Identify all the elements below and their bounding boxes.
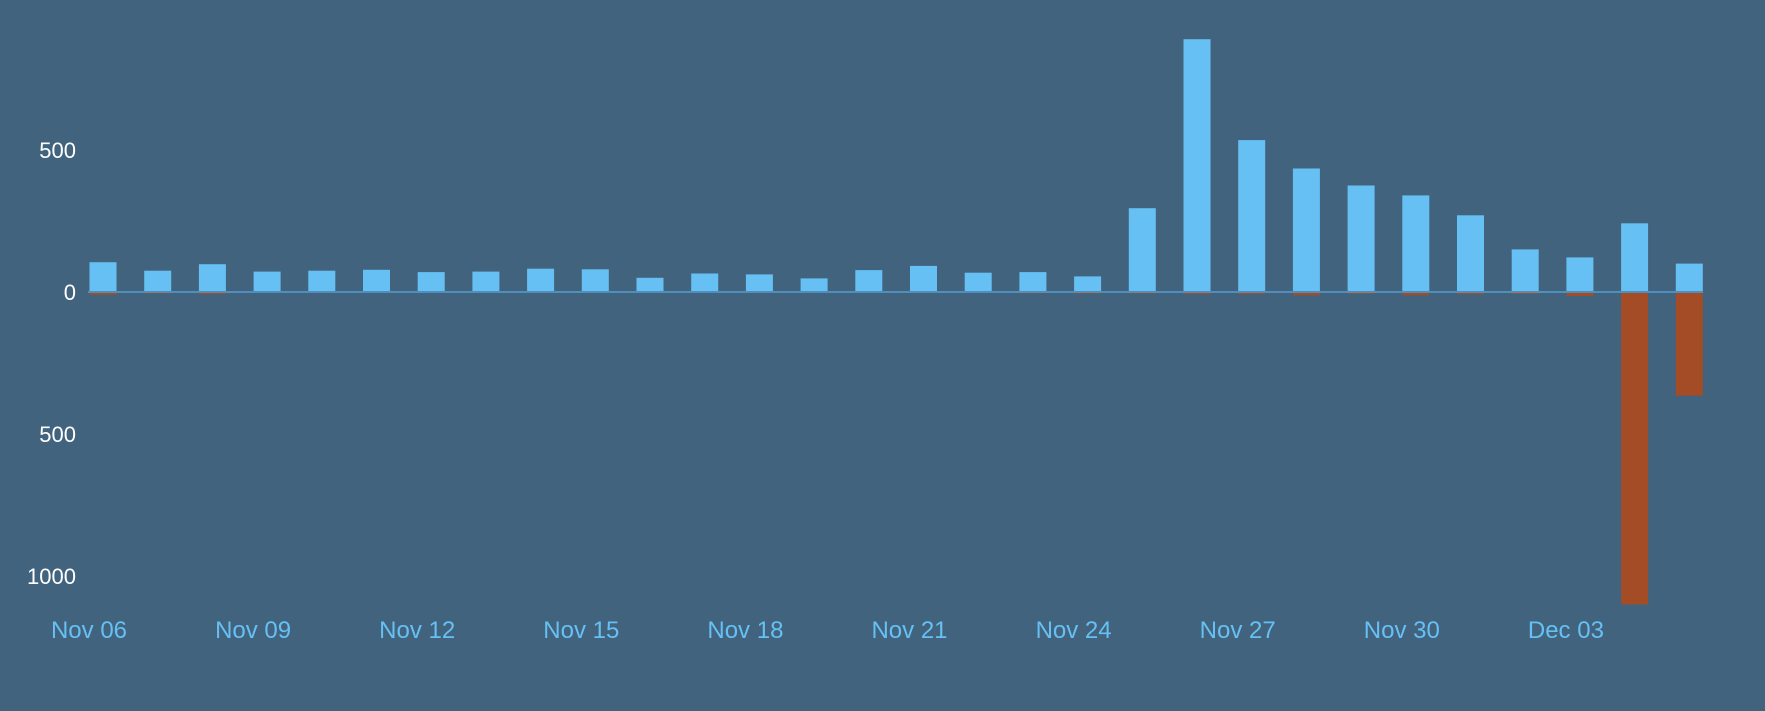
- bars-layer: [89, 39, 1703, 605]
- y-tick-label: 1000: [27, 564, 76, 589]
- positive-bar-nov-15: [581, 269, 609, 292]
- y-axis: 500 0 500 1000: [27, 138, 76, 589]
- positive-bar-nov-17: [691, 273, 719, 292]
- x-tick-label: Nov 24: [1036, 617, 1112, 644]
- x-tick-label: Dec 03: [1528, 617, 1604, 644]
- x-tick-label: Nov 12: [379, 617, 455, 644]
- negative-bar-dec-03: [1566, 292, 1594, 296]
- negative-bar-nov-06: [89, 292, 117, 295]
- positive-bar-nov-09: [253, 271, 281, 292]
- positive-bar-nov-11: [363, 269, 390, 292]
- positive-bar-nov-24: [1074, 276, 1102, 292]
- positive-bar-dec-01: [1457, 215, 1484, 292]
- x-tick-label: Nov 15: [543, 617, 619, 644]
- positive-bar-nov-22: [964, 272, 992, 292]
- negative-bar-nov-28: [1292, 292, 1320, 296]
- positive-bar-nov-19: [800, 278, 828, 292]
- positive-bar-nov-27: [1238, 140, 1266, 292]
- positive-bar-dec-03: [1566, 257, 1594, 292]
- negative-bar-dec-04: [1621, 292, 1649, 605]
- positive-bar-nov-29: [1347, 185, 1375, 292]
- positive-bar-nov-10: [308, 270, 336, 292]
- x-tick-label: Nov 21: [871, 617, 947, 644]
- positive-bar-nov-06: [89, 262, 117, 292]
- x-tick-label: Nov 30: [1364, 617, 1440, 644]
- positive-bar-nov-21: [910, 265, 937, 292]
- positive-bar-nov-23: [1019, 272, 1047, 292]
- negative-bar-nov-27: [1238, 292, 1266, 295]
- x-axis: Nov 06 Nov 09 Nov 12 Nov 15 Nov 18 Nov 21 Nov …: [51, 617, 1604, 644]
- positive-bar-nov-30: [1402, 195, 1430, 292]
- positive-bar-nov-16: [636, 277, 664, 292]
- positive-bar-dec-05: [1675, 263, 1703, 292]
- positive-bar-nov-26: [1183, 39, 1211, 293]
- x-tick-label: Nov 06: [51, 617, 127, 644]
- x-tick-label: Nov 09: [215, 617, 291, 644]
- positive-bar-nov-18: [745, 274, 773, 292]
- y-tick-label: 0: [64, 280, 76, 305]
- negative-bar-nov-26: [1183, 292, 1211, 295]
- positive-bar-nov-28: [1292, 168, 1320, 292]
- y-tick-label: 500: [39, 422, 76, 447]
- positive-bar-nov-13: [472, 271, 500, 292]
- x-tick-label: Nov 27: [1200, 617, 1276, 644]
- negative-bar-nov-08: [198, 292, 226, 295]
- positive-bar-nov-12: [417, 272, 445, 292]
- positive-bar-nov-20: [855, 270, 883, 292]
- negative-bar-dec-01: [1457, 292, 1484, 295]
- positive-bar-nov-25: [1128, 208, 1156, 292]
- negative-bar-nov-30: [1402, 292, 1430, 296]
- x-tick-label: Nov 18: [707, 617, 783, 644]
- positive-bar-nov-07: [144, 270, 172, 292]
- negative-bar-dec-05: [1675, 292, 1703, 396]
- positive-bar-dec-04: [1621, 223, 1649, 292]
- y-tick-label: 500: [39, 138, 76, 163]
- positive-bar-dec-02: [1511, 249, 1539, 292]
- positive-bar-nov-14: [527, 268, 555, 292]
- positive-bar-nov-08: [198, 264, 226, 292]
